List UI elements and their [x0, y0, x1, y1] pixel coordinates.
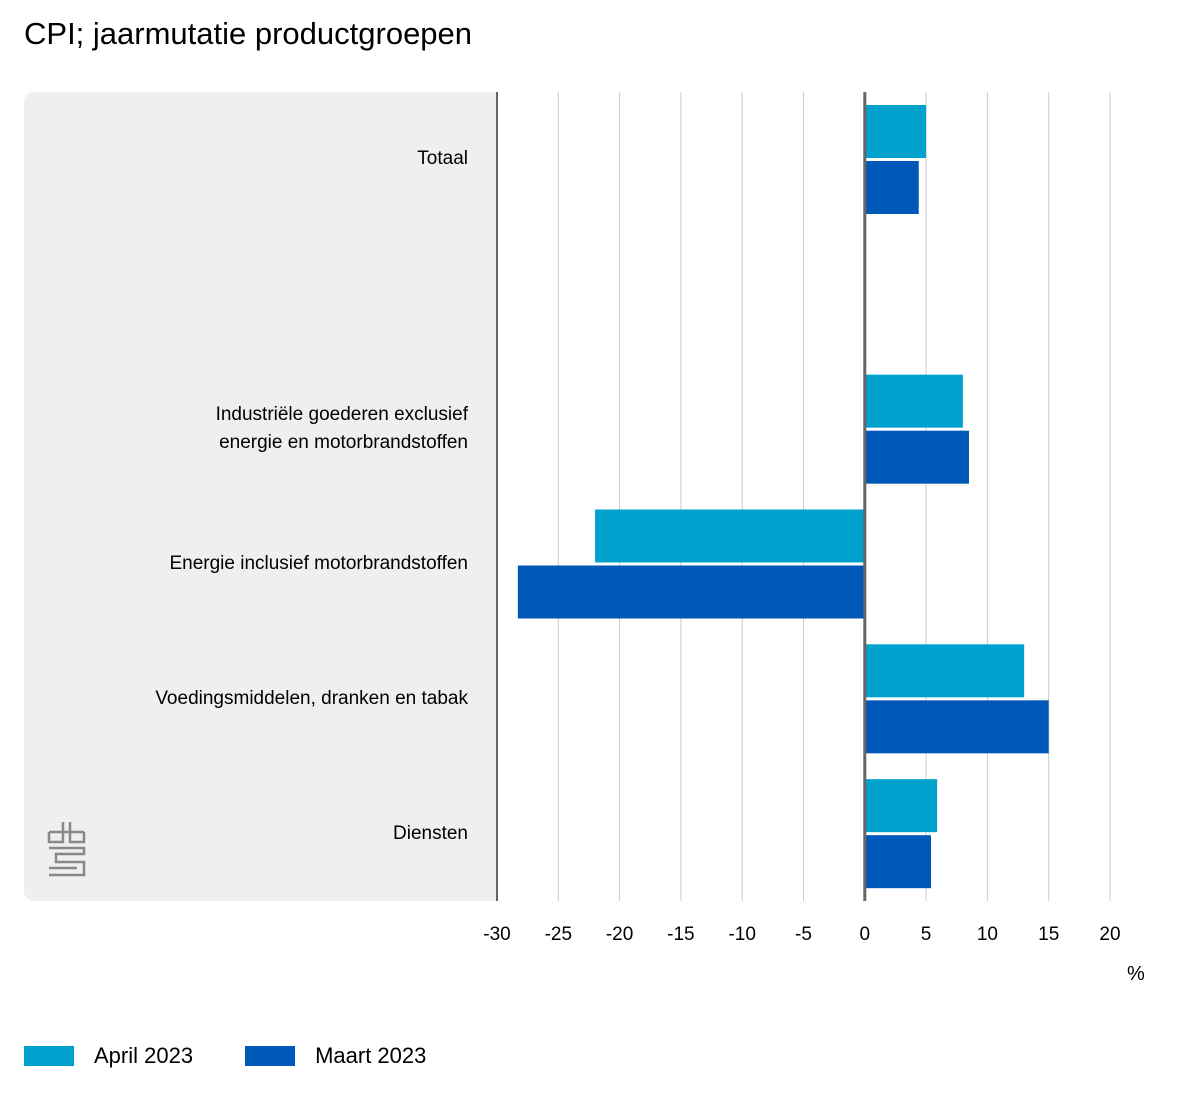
bar-maart — [517, 565, 865, 619]
bar-april — [864, 644, 1025, 698]
bar-maart — [864, 430, 970, 484]
legend-swatch — [24, 1046, 74, 1066]
category-panel — [24, 92, 497, 901]
chart-title: CPI; jaarmutatie productgroepen — [24, 16, 473, 51]
legend-label: Maart 2023 — [315, 1043, 427, 1068]
x-tick-label: -15 — [667, 924, 694, 945]
legend-label: April 2023 — [94, 1043, 194, 1068]
bar-maart — [864, 161, 919, 214]
category-label: Totaal — [28, 145, 468, 173]
category-label: Diensten — [28, 820, 468, 848]
category-label: Voedingsmiddelen, dranken en tabak — [28, 685, 468, 713]
x-tick-label: -20 — [606, 924, 633, 945]
x-tick-label: 0 — [860, 924, 871, 945]
category-label-line: Industriële goederen exclusief — [215, 404, 468, 426]
category-label-line: Voedingsmiddelen, dranken en tabak — [155, 687, 468, 709]
cbs-logo — [47, 822, 86, 877]
bar-april — [864, 779, 938, 833]
bar-april — [595, 509, 865, 563]
category-label-line: Totaal — [417, 148, 468, 170]
legend-item: Maart 2023 — [245, 1043, 426, 1069]
x-tick-label: -25 — [545, 924, 572, 945]
category-label-line: Energie inclusief motorbrandstoffen — [169, 552, 468, 574]
x-tick-label: 15 — [1038, 924, 1059, 945]
x-tick-label: 5 — [921, 924, 932, 945]
x-tick-label: 10 — [977, 924, 998, 945]
bar-april — [864, 374, 963, 428]
x-tick-label: -5 — [795, 924, 812, 945]
bar-maart — [864, 700, 1049, 754]
category-label-line: Diensten — [393, 822, 468, 844]
x-tick-label: 20 — [1099, 924, 1120, 945]
category-label-line: energie en motorbrandstoffen — [219, 432, 468, 454]
bar-maart — [864, 835, 932, 889]
bar-april — [864, 105, 927, 158]
legend: April 2023 Maart 2023 — [24, 1043, 478, 1069]
x-tick-label: -10 — [728, 924, 755, 945]
category-label: Industriële goederen exclusief energie en… — [28, 401, 468, 457]
x-axis-unit: % — [1127, 963, 1145, 985]
legend-swatch — [245, 1046, 296, 1066]
category-label: Energie inclusief motorbrandstoffen — [28, 550, 468, 578]
x-tick-label: -30 — [483, 924, 510, 945]
legend-item: April 2023 — [24, 1043, 193, 1069]
